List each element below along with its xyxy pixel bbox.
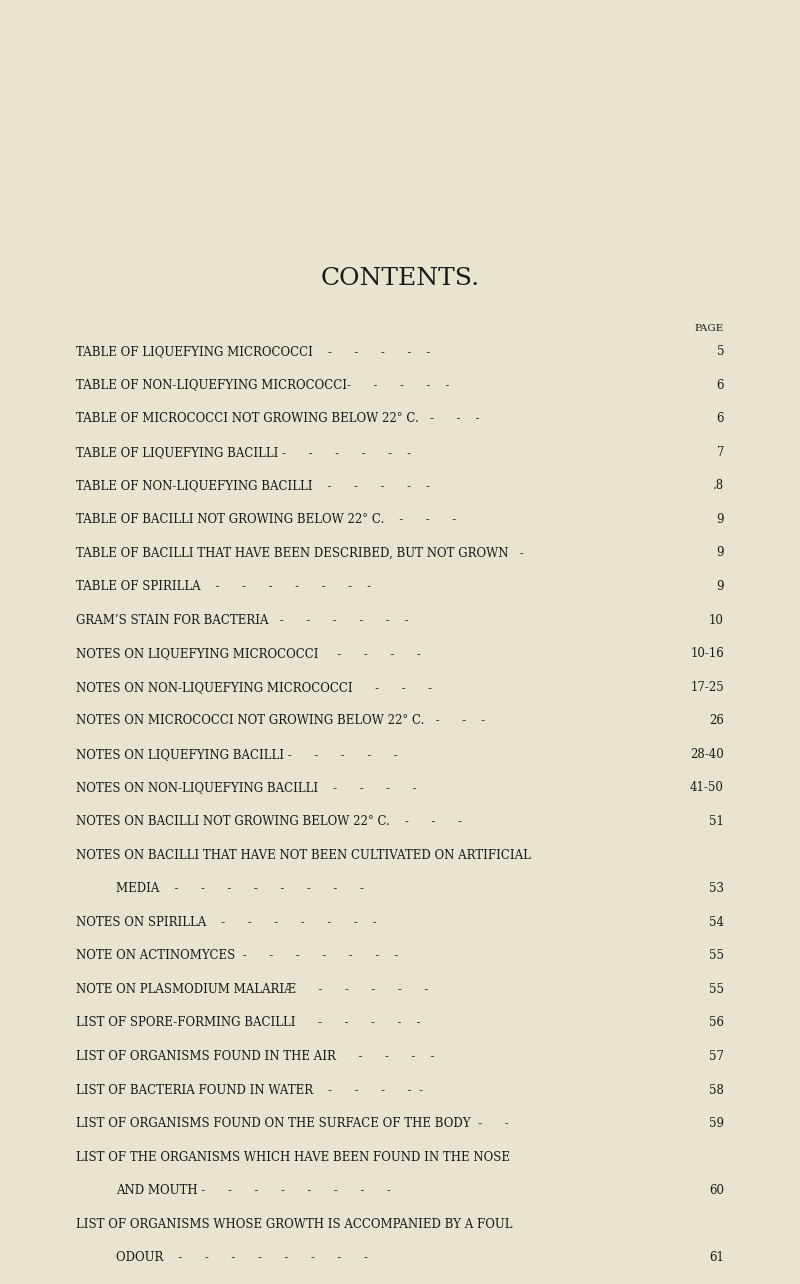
Text: 60: 60 [709,1184,724,1197]
Text: 54: 54 [709,915,724,928]
Text: 7: 7 [717,446,724,458]
Text: 9: 9 [717,512,724,526]
Text: 55: 55 [709,982,724,996]
Text: NOTES ON LIQUEFYING MICROCOCCI     -      -      -      -: NOTES ON LIQUEFYING MICROCOCCI - - - - [76,647,421,660]
Text: NOTES ON LIQUEFYING BACILLI -      -      -      -      -: NOTES ON LIQUEFYING BACILLI - - - - - [76,747,398,761]
Text: NOTES ON BACILLI THAT HAVE NOT BEEN CULTIVATED ON ARTIFICIAL: NOTES ON BACILLI THAT HAVE NOT BEEN CULT… [76,849,531,862]
Text: .8: .8 [713,479,724,492]
Text: GRAM’S STAIN FOR BACTERIA   -      -      -      -      -    -: GRAM’S STAIN FOR BACTERIA - - - - - - [76,614,409,627]
Text: NOTES ON SPIRILLA    -      -      -      -      -      -    -: NOTES ON SPIRILLA - - - - - - - [76,915,377,928]
Text: 28-40: 28-40 [690,747,724,761]
Text: NOTE ON ACTINOMYCES  -      -      -      -      -      -    -: NOTE ON ACTINOMYCES - - - - - - - [76,949,398,962]
Text: TABLE OF MICROCOCCI NOT GROWING BELOW 22° C.   -      -    -: TABLE OF MICROCOCCI NOT GROWING BELOW 22… [76,412,479,425]
Text: NOTES ON MICROCOCCI NOT GROWING BELOW 22° C.   -      -    -: NOTES ON MICROCOCCI NOT GROWING BELOW 22… [76,714,485,727]
Text: 51: 51 [709,815,724,828]
Text: 59: 59 [709,1117,724,1130]
Text: 6: 6 [717,379,724,392]
Text: LIST OF SPORE-FORMING BACILLI      -      -      -      -    -: LIST OF SPORE-FORMING BACILLI - - - - - [76,1017,421,1030]
Text: NOTE ON PLASMODIUM MALARIÆ      -      -      -      -      -: NOTE ON PLASMODIUM MALARIÆ - - - - - [76,982,428,996]
Text: PAGE: PAGE [694,324,724,333]
Text: TABLE OF BACILLI NOT GROWING BELOW 22° C.    -      -      -: TABLE OF BACILLI NOT GROWING BELOW 22° C… [76,512,456,526]
Text: 57: 57 [709,1050,724,1063]
Text: 55: 55 [709,949,724,962]
Text: 9: 9 [717,580,724,593]
Text: TABLE OF LIQUEFYING BACILLI -      -      -      -      -    -: TABLE OF LIQUEFYING BACILLI - - - - - - [76,446,411,458]
Text: TABLE OF NON-LIQUEFYING BACILLI    -      -      -      -    -: TABLE OF NON-LIQUEFYING BACILLI - - - - … [76,479,430,492]
Text: 5: 5 [717,345,724,358]
Text: 6: 6 [717,412,724,425]
Text: LIST OF ORGANISMS FOUND IN THE AIR      -      -      -    -: LIST OF ORGANISMS FOUND IN THE AIR - - -… [76,1050,434,1063]
Text: NOTES ON NON-LIQUEFYING MICROCOCCI      -      -      -: NOTES ON NON-LIQUEFYING MICROCOCCI - - - [76,681,432,693]
Text: LIST OF THE ORGANISMS WHICH HAVE BEEN FOUND IN THE NOSE: LIST OF THE ORGANISMS WHICH HAVE BEEN FO… [76,1150,510,1163]
Text: 53: 53 [709,882,724,895]
Text: 10-16: 10-16 [690,647,724,660]
Text: 56: 56 [709,1017,724,1030]
Text: 58: 58 [709,1084,724,1097]
Text: LIST OF ORGANISMS FOUND ON THE SURFACE OF THE BODY  -      -: LIST OF ORGANISMS FOUND ON THE SURFACE O… [76,1117,509,1130]
Text: CONTENTS.: CONTENTS. [321,267,479,289]
Text: TABLE OF BACILLI THAT HAVE BEEN DESCRIBED, BUT NOT GROWN   -: TABLE OF BACILLI THAT HAVE BEEN DESCRIBE… [76,547,524,560]
Text: TABLE OF LIQUEFYING MICROCOCCI    -      -      -      -    -: TABLE OF LIQUEFYING MICROCOCCI - - - - - [76,345,430,358]
Text: 61: 61 [709,1252,724,1265]
Text: 17-25: 17-25 [690,681,724,693]
Text: TABLE OF NON-LIQUEFYING MICROCOCCI-      -      -      -    -: TABLE OF NON-LIQUEFYING MICROCOCCI- - - … [76,379,450,392]
Text: 10: 10 [709,614,724,627]
Text: ODOUR    -      -      -      -      -      -      -      -: ODOUR - - - - - - - - [116,1252,368,1265]
Text: LIST OF BACTERIA FOUND IN WATER    -      -      -      -  -: LIST OF BACTERIA FOUND IN WATER - - - - … [76,1084,423,1097]
Text: 9: 9 [717,547,724,560]
Text: MEDIA    -      -      -      -      -      -      -      -: MEDIA - - - - - - - - [116,882,364,895]
Text: LIST OF ORGANISMS WHOSE GROWTH IS ACCOMPANIED BY A FOUL: LIST OF ORGANISMS WHOSE GROWTH IS ACCOMP… [76,1217,513,1231]
Text: TABLE OF SPIRILLA    -      -      -      -      -      -    -: TABLE OF SPIRILLA - - - - - - - [76,580,371,593]
Text: AND MOUTH -      -      -      -      -      -      -      -: AND MOUTH - - - - - - - - [116,1184,391,1197]
Text: NOTES ON NON-LIQUEFYING BACILLI    -      -      -      -: NOTES ON NON-LIQUEFYING BACILLI - - - - [76,782,417,795]
Text: 26: 26 [709,714,724,727]
Text: NOTES ON BACILLI NOT GROWING BELOW 22° C.    -      -      -: NOTES ON BACILLI NOT GROWING BELOW 22° C… [76,815,462,828]
Text: 41-50: 41-50 [690,782,724,795]
